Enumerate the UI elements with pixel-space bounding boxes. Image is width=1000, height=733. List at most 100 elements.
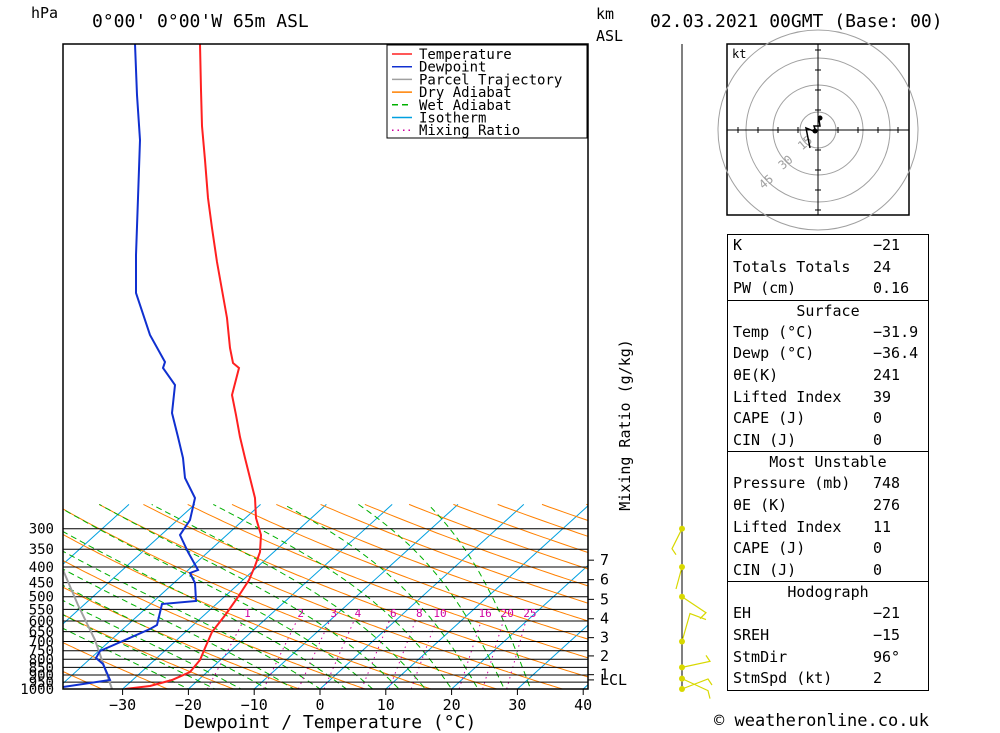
indices-value: 241 bbox=[873, 365, 901, 384]
mixing-ratio-line bbox=[388, 620, 416, 689]
indices-value: 0 bbox=[873, 539, 883, 558]
mixing-ratio-label: 20 bbox=[501, 607, 514, 620]
hodograph-section-title: Hodograph bbox=[787, 583, 869, 602]
legend-label: Dewpoint bbox=[419, 60, 486, 76]
indices-value: 24 bbox=[873, 257, 892, 276]
indices-key: StmDir bbox=[733, 647, 788, 666]
indices-key: θE (K) bbox=[733, 495, 788, 514]
x-tick-label: 20 bbox=[443, 696, 461, 714]
indices-top-section: K −21 Totals Totals 24 PW (cm) 0.16 bbox=[728, 235, 928, 300]
isotherm-line bbox=[319, 504, 525, 689]
hodograph-point bbox=[817, 115, 823, 121]
indices-key: CAPE (J) bbox=[733, 409, 806, 428]
indices-key: Pressure (mb) bbox=[733, 474, 851, 493]
indices-key: Lifted Index bbox=[733, 517, 842, 536]
mixing-ratio-label: 1 bbox=[244, 607, 251, 620]
dry-adiabat-line bbox=[320, 503, 588, 604]
pressure-tick-label: 500 bbox=[29, 590, 54, 606]
dry-adiabat-line bbox=[364, 503, 588, 587]
indices-key: CIN (J) bbox=[733, 430, 797, 449]
wet-adiabat-line bbox=[63, 627, 190, 689]
hodograph-ring bbox=[717, 29, 919, 231]
wind-barb-icon bbox=[675, 566, 683, 590]
indices-row: StmDir 96° bbox=[728, 647, 928, 669]
km-tick-label: 5 bbox=[600, 590, 609, 608]
most-unstable-section: Pressure (mb) 748 θE (K) 276 Lifted Index 11 C… bbox=[728, 473, 928, 581]
km-tick-label: 3 bbox=[600, 629, 609, 647]
isotherm-line bbox=[385, 505, 588, 689]
indices-key: StmSpd (kt) bbox=[733, 669, 833, 688]
mixing-ratio-label: 3 bbox=[330, 607, 337, 620]
x-tick-label: 0 bbox=[315, 696, 324, 714]
indices-key: Totals Totals bbox=[733, 257, 851, 276]
indices-value: 0 bbox=[873, 409, 883, 428]
indices-value: −15 bbox=[873, 625, 901, 644]
indices-row: CAPE (J) 0 bbox=[728, 538, 928, 560]
indices-value: 276 bbox=[873, 495, 901, 514]
isotherm-line bbox=[63, 504, 261, 685]
x-tick-label: 30 bbox=[508, 696, 526, 714]
x-tick-label: 10 bbox=[377, 696, 395, 714]
indices-key: CAPE (J) bbox=[733, 539, 806, 558]
dry-adiabat-line bbox=[63, 642, 169, 689]
temperature-profile-line bbox=[124, 44, 263, 689]
indices-key: Temp (°C) bbox=[733, 322, 815, 341]
asl-unit-label: ASL bbox=[596, 27, 624, 45]
pressure-tick-label: 450 bbox=[29, 576, 54, 592]
indices-row: StmSpd (kt) 2 bbox=[728, 668, 928, 690]
indices-row: EH −21 bbox=[728, 603, 928, 625]
hodograph-section: EH −21 SREH −15 StmDir 96° StmSpd (kt) 2 bbox=[728, 603, 928, 689]
indices-key: K bbox=[733, 236, 743, 254]
surface-section: Temp (°C) −31.9 Dewp (°C) −36.4 θE(K) 241 Lift… bbox=[728, 322, 928, 452]
isotherm-line bbox=[121, 504, 327, 689]
km-tick-label: 2 bbox=[600, 647, 609, 665]
km-tick-label: 1 bbox=[600, 666, 609, 684]
legend-label: Parcel Trajectory bbox=[419, 72, 562, 88]
mixing-ratio-label: 16 bbox=[479, 607, 492, 620]
mixing-ratio-label: 2 bbox=[297, 607, 304, 620]
indices-value: 0.16 bbox=[873, 279, 910, 298]
pressure-tick-label: 550 bbox=[29, 602, 54, 618]
hodograph-unit-label: kt bbox=[732, 47, 746, 61]
surface-section-title: Surface bbox=[796, 301, 860, 320]
x-tick-label: −10 bbox=[241, 696, 268, 714]
indices-key: θE(K) bbox=[733, 365, 779, 384]
dry-adiabat-line bbox=[231, 503, 588, 640]
mixing-ratio-label: 8 bbox=[416, 607, 423, 620]
indices-row: θE (K) 276 bbox=[728, 495, 928, 517]
indices-row: SREH −15 bbox=[728, 625, 928, 647]
mixing-ratio-line bbox=[458, 620, 482, 689]
indices-row: CIN (J) 0 bbox=[728, 430, 928, 452]
legend-label: Wet Adiabat bbox=[419, 98, 512, 114]
km-tick-label: 4 bbox=[600, 610, 609, 628]
wet-adiabat-line bbox=[63, 530, 348, 689]
mixing-ratio-line bbox=[506, 620, 527, 689]
mixing-ratio-line bbox=[482, 620, 504, 689]
wind-barb-column bbox=[671, 44, 713, 699]
mixing-ratio-line bbox=[323, 620, 355, 689]
pressure-tick-label: 800 bbox=[29, 652, 54, 668]
wind-barb-icon bbox=[681, 678, 713, 690]
dry-adiabat-line bbox=[63, 670, 104, 689]
mixing-ratio-line bbox=[410, 620, 437, 689]
credit-link[interactable]: © weatheronline.co.uk bbox=[714, 711, 929, 731]
dry-adiabat-line bbox=[408, 503, 588, 570]
indices-key: Dewp (°C) bbox=[733, 344, 815, 363]
wind-barb-icon bbox=[671, 528, 683, 556]
km-tick-label: LCL bbox=[600, 671, 627, 689]
location-label: 0°00' 0°00'W 65m ASL bbox=[92, 11, 309, 32]
indices-value: 39 bbox=[873, 387, 892, 406]
pressure-tick-label: 850 bbox=[29, 660, 54, 676]
wet-adiabat-line bbox=[283, 503, 479, 689]
indices-value: 2 bbox=[873, 669, 883, 688]
indices-row: Temp (°C) −31.9 bbox=[728, 322, 928, 344]
pressure-unit-label: hPa bbox=[31, 4, 59, 22]
indices-value: −21 bbox=[873, 604, 901, 623]
isotherm-line bbox=[63, 504, 130, 565]
pressure-tick-label: 650 bbox=[29, 625, 54, 641]
wet-adiabat-line bbox=[99, 503, 400, 689]
x-tick-label: 40 bbox=[574, 696, 592, 714]
